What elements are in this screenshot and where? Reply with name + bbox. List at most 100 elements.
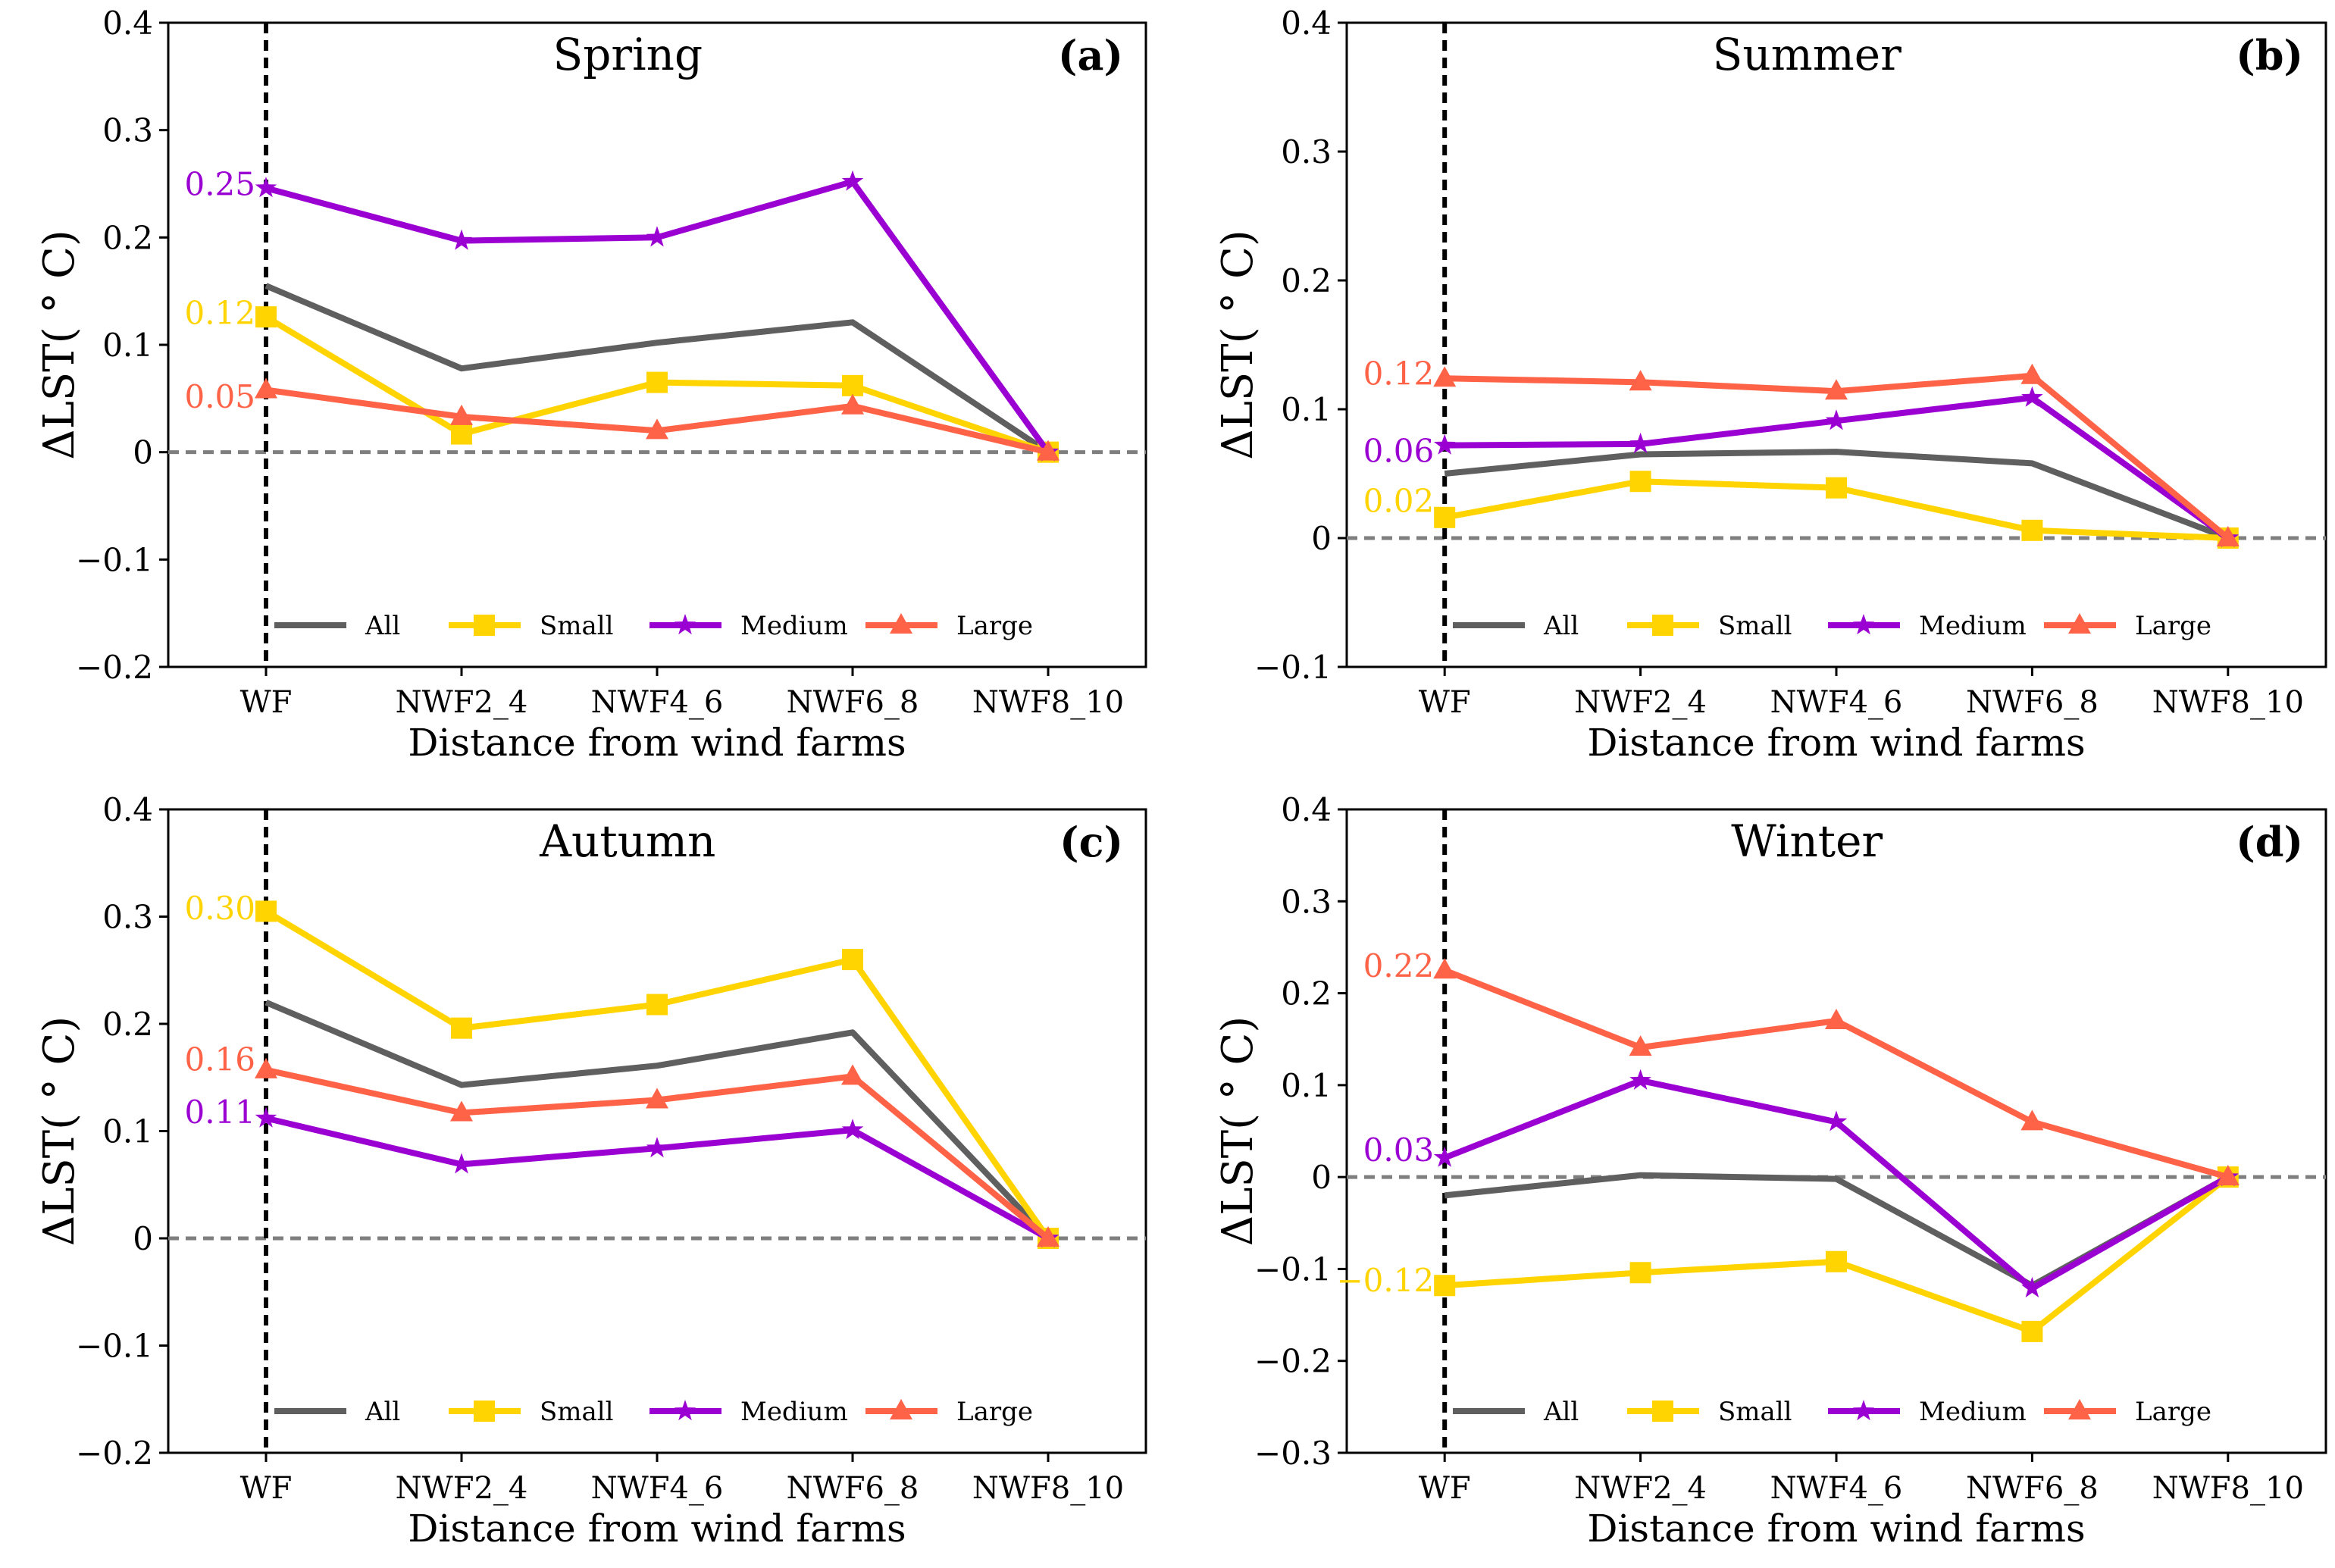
legend-label: All: [1543, 1397, 1579, 1427]
legend-entry-medium: Medium: [1828, 611, 2027, 641]
data-point-large: [2020, 363, 2044, 384]
x-tick-label: WF: [240, 1471, 293, 1506]
data-point-large: [841, 1064, 864, 1085]
x-tick-label: NWF6_8: [787, 685, 919, 720]
legend-entry-small: Small: [1627, 611, 1792, 641]
series-all: [264, 1000, 1050, 1241]
data-point-small: [451, 1017, 472, 1039]
legend-label: Small: [540, 1397, 614, 1427]
panel-title: Summer: [1713, 29, 1901, 80]
data-point-medium: [1433, 433, 1456, 455]
legend-label: Medium: [1919, 1397, 2027, 1427]
y-axis-label: ΔLST( ° C): [1213, 1016, 1263, 1247]
y-tick-label: 0.1: [1281, 1067, 1332, 1104]
data-point-small: [646, 371, 668, 393]
legend-entry-small: Small: [449, 611, 614, 641]
panel-b: −0.1 0 0.1 0.2 0.3 0.4 WF NWF2_4 NWF4_6 NWF6_8 NWF…: [1213, 5, 2327, 765]
legend-entry-all: All: [274, 611, 400, 641]
data-point-medium: [841, 170, 864, 191]
y-tick-label: 0.1: [1281, 391, 1332, 428]
data-point-small: [1434, 1275, 1456, 1297]
value-annotation: 0.22: [1363, 947, 1435, 984]
y-axis-label: ΔLST( ° C): [1213, 230, 1263, 460]
data-point-large: [1037, 440, 1060, 461]
y-tick-label: −0.2: [76, 649, 153, 686]
y-tick-label: −0.2: [76, 1435, 153, 1472]
series-line-large: [1443, 967, 2229, 1180]
x-tick-label: NWF4_6: [1770, 1471, 1903, 1506]
series-line-all: [264, 283, 1050, 455]
series-line-small: [264, 908, 1051, 1241]
y-tick-label: 0.3: [102, 899, 153, 936]
x-tick-label: NWF2_4: [396, 1471, 528, 1506]
data-point-small: [1434, 506, 1456, 528]
y-tick-label: 0.4: [1281, 5, 1332, 42]
legend-label: Medium: [1919, 611, 2027, 641]
legend-label: All: [1543, 611, 1579, 641]
legend-label: Large: [2135, 611, 2211, 641]
y-tick-label: 0.2: [102, 219, 153, 256]
legend-label: Large: [2135, 1397, 2211, 1427]
data-point-large: [2020, 1109, 2044, 1131]
legend-entry-small: Small: [449, 1397, 614, 1427]
series-large: [255, 1057, 1060, 1247]
y-tick-label: 0.1: [102, 327, 153, 364]
value-annotation: 0.12: [184, 295, 255, 332]
data-point-large: [1433, 366, 1457, 387]
x-tick-label: NWF4_6: [1770, 685, 1903, 720]
y-tick-label: 0: [1311, 520, 1332, 557]
panel-title: Spring: [552, 29, 703, 80]
legend: All Small Medium Large: [274, 611, 1033, 641]
legend-label: Small: [1718, 1397, 1792, 1427]
y-tick-label: −0.1: [1254, 649, 1332, 686]
x-tick-label: NWF2_4: [396, 685, 528, 720]
series-large: [1433, 363, 2240, 546]
x-axis-label: Distance from wind farms: [1587, 1507, 2085, 1551]
legend-entry-large: Large: [2044, 1397, 2211, 1427]
panel-label: (a): [1058, 31, 1123, 80]
axes-frame: [1345, 808, 2327, 1454]
data-point-large: [841, 393, 864, 415]
data-point-small: [842, 374, 863, 396]
data-point-small: [255, 306, 277, 328]
y-tick-label: −0.2: [1254, 1343, 1332, 1380]
y-tick-label: 0.1: [102, 1113, 153, 1150]
y-tick-label: 0.2: [1281, 975, 1332, 1012]
legend-entry-all: All: [1453, 1397, 1579, 1427]
x-tick-label: NWF8_10: [972, 685, 1124, 720]
data-point-small: [1629, 471, 1651, 493]
data-point-large: [1825, 379, 1848, 400]
data-point-medium: [255, 177, 277, 198]
data-point-small: [1629, 1262, 1651, 1284]
legend-entry-large: Large: [865, 1397, 1033, 1427]
legend-entry-all: All: [274, 1397, 400, 1427]
legend-marker: [1652, 1401, 1673, 1422]
series-large: [255, 377, 1060, 461]
panel-d: −0.3 −0.2 −0.1 0 0.1 0.2 0.3 0.4 WF NWF2_4 NWF4_6 N…: [1213, 791, 2327, 1551]
series-medium: [1433, 386, 2240, 548]
legend-marker: [2068, 1399, 2091, 1419]
legend: All Small Medium Large: [274, 1397, 1033, 1427]
data-point-medium: [1825, 409, 1848, 430]
data-point-large: [1825, 1008, 1848, 1029]
legend-label: Medium: [740, 611, 848, 641]
data-point-large: [255, 377, 277, 399]
data-point-medium: [450, 229, 473, 250]
x-tick-label: NWF6_8: [1966, 1471, 2099, 1506]
value-annotation: 0.05: [184, 378, 255, 415]
legend-entry-medium: Medium: [1828, 1397, 2027, 1427]
value-annotation: 0.02: [1363, 483, 1435, 520]
legend-entry-medium: Medium: [649, 611, 848, 641]
x-tick-label: WF: [1419, 1471, 1471, 1506]
y-axis-label: ΔLST( ° C): [35, 1016, 84, 1247]
data-point-small: [2021, 1320, 2043, 1342]
value-annotation: 0.03: [1363, 1131, 1435, 1169]
legend-marker: [1652, 615, 1673, 636]
y-tick-label: 0.3: [1281, 133, 1332, 171]
data-point-large: [646, 418, 668, 440]
data-point-small: [646, 994, 668, 1016]
legend-marker: [2068, 613, 2091, 634]
legend-entry-large: Large: [2044, 611, 2211, 641]
panel-c: −0.2 −0.1 0 0.1 0.2 0.3 0.4 WF NWF2_4 NWF4_6 NWF6_…: [35, 791, 1147, 1551]
